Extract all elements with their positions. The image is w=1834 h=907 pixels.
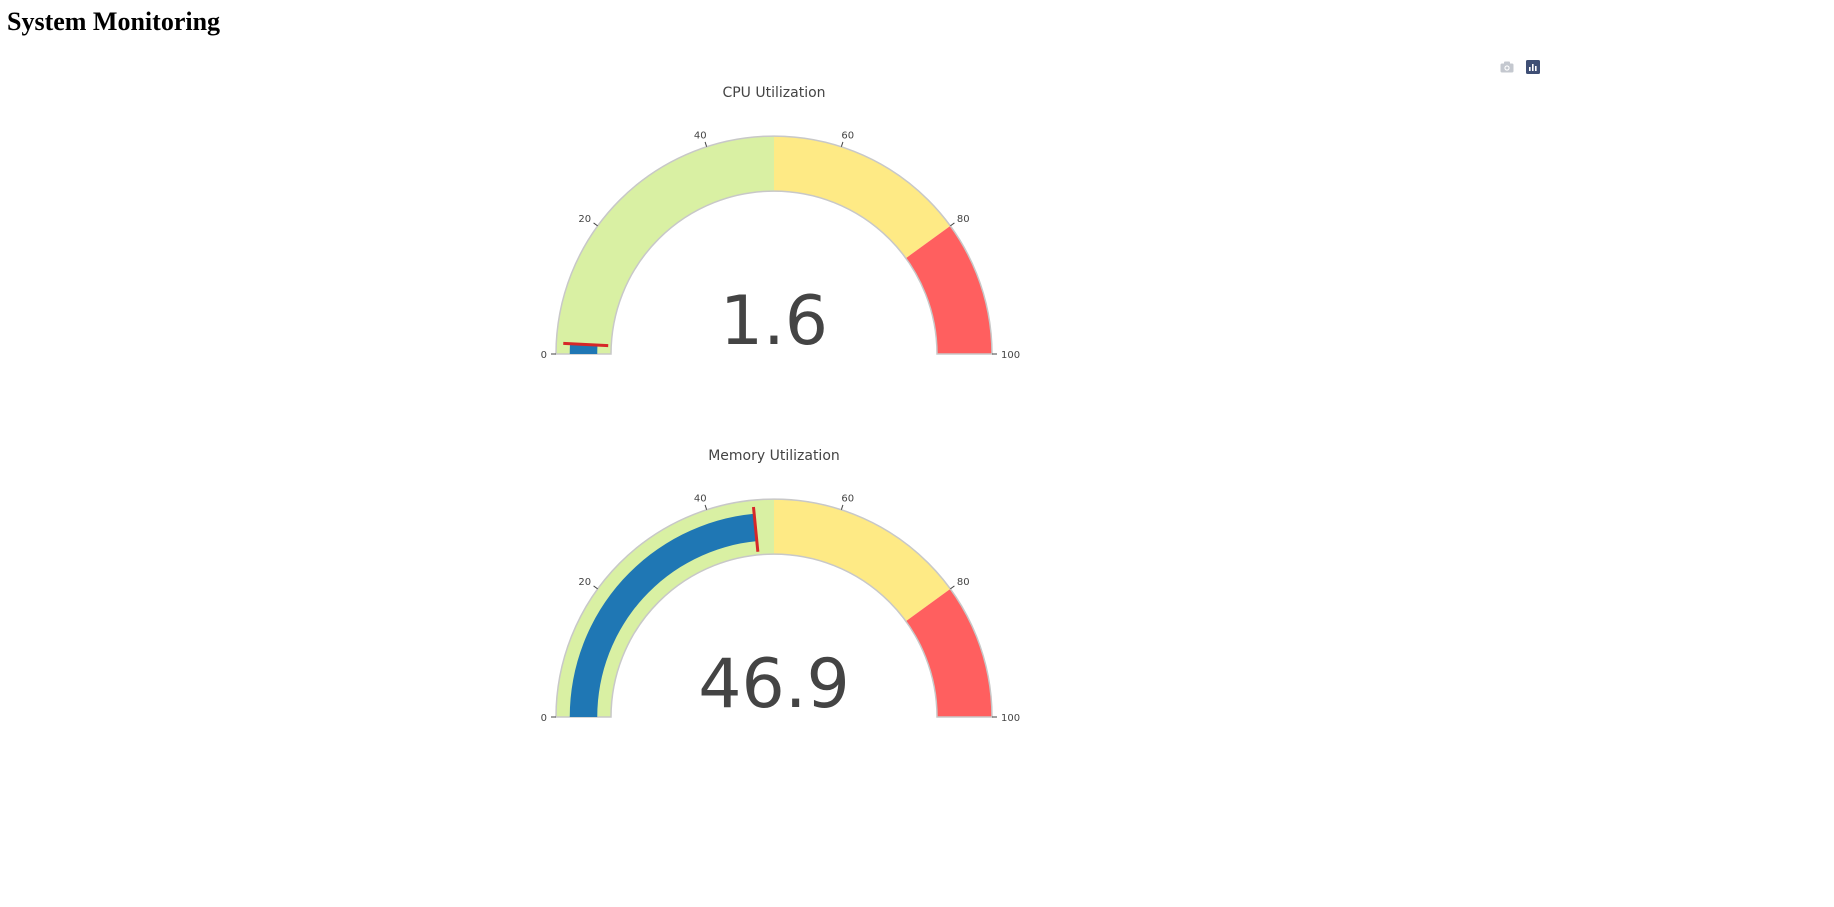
gauge-title: CPU Utilization xyxy=(722,85,825,101)
gauge-0: CPU Utilization 0 20 40 60 80 100 1.6 xyxy=(541,85,1020,361)
gauge-tick-mark xyxy=(840,504,844,510)
gauge-border xyxy=(555,498,993,718)
gauge-tick-mark xyxy=(704,504,708,510)
gauge-step-0 xyxy=(556,136,774,354)
gauge-tick-label: 40 xyxy=(694,130,707,141)
gauge-tick-label: 100 xyxy=(1001,713,1020,724)
gauge-threshold-line xyxy=(563,341,609,348)
gauge-value-bar xyxy=(569,343,598,354)
gauge-value-bar xyxy=(569,513,757,717)
gauge-tick-label: 100 xyxy=(1001,350,1020,361)
gauge-threshold-line xyxy=(751,506,760,552)
gauge-border xyxy=(555,135,993,355)
gauge-tick-label: 40 xyxy=(694,493,707,504)
gauge-tick-label: 60 xyxy=(841,130,854,141)
page-title: System Monitoring xyxy=(7,7,221,36)
plotly-logo-icon[interactable] xyxy=(1524,58,1542,76)
camera-icon[interactable] xyxy=(1498,58,1516,76)
gauge-tick-mark xyxy=(950,222,955,227)
gauge-tick-label: 80 xyxy=(957,577,970,588)
gauge-step-1 xyxy=(774,136,951,259)
gauge-tick-label: 80 xyxy=(957,214,970,225)
gauge-1: Memory Utilization 0 20 40 60 80 100 46.9 xyxy=(541,448,1020,724)
gauge-step-2 xyxy=(905,225,992,354)
gauge-value-label: 1.6 xyxy=(720,282,828,361)
gauge-tick-mark xyxy=(593,222,598,227)
gauge-step-0 xyxy=(556,499,774,717)
gauge-title: Memory Utilization xyxy=(708,448,840,464)
gauge-tick-mark xyxy=(704,141,708,147)
gauge-tick-mark xyxy=(840,141,844,147)
chart-modebar xyxy=(1498,58,1542,76)
gauge-tick-mark xyxy=(950,585,955,590)
gauge-value-label: 46.9 xyxy=(698,645,849,724)
gauge-step-1 xyxy=(774,499,951,622)
gauge-tick-label: 20 xyxy=(578,214,591,225)
gauge-tick-label: 20 xyxy=(578,577,591,588)
gauge-step-2 xyxy=(905,588,992,717)
gauge-tick-mark xyxy=(593,585,598,590)
gauge-tick-label: 60 xyxy=(841,493,854,504)
gauge-tick-label: 0 xyxy=(541,713,547,724)
gauge-tick-label: 0 xyxy=(541,350,547,361)
